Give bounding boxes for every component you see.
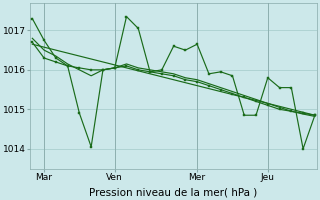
X-axis label: Pression niveau de la mer( hPa ): Pression niveau de la mer( hPa ) xyxy=(90,187,258,197)
